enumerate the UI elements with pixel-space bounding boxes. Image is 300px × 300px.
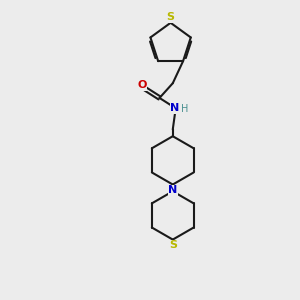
Text: N: N <box>170 103 180 113</box>
Text: N: N <box>168 185 177 195</box>
Text: S: S <box>169 241 177 250</box>
Text: H: H <box>182 104 189 114</box>
Text: S: S <box>167 13 175 22</box>
Text: O: O <box>137 80 146 90</box>
